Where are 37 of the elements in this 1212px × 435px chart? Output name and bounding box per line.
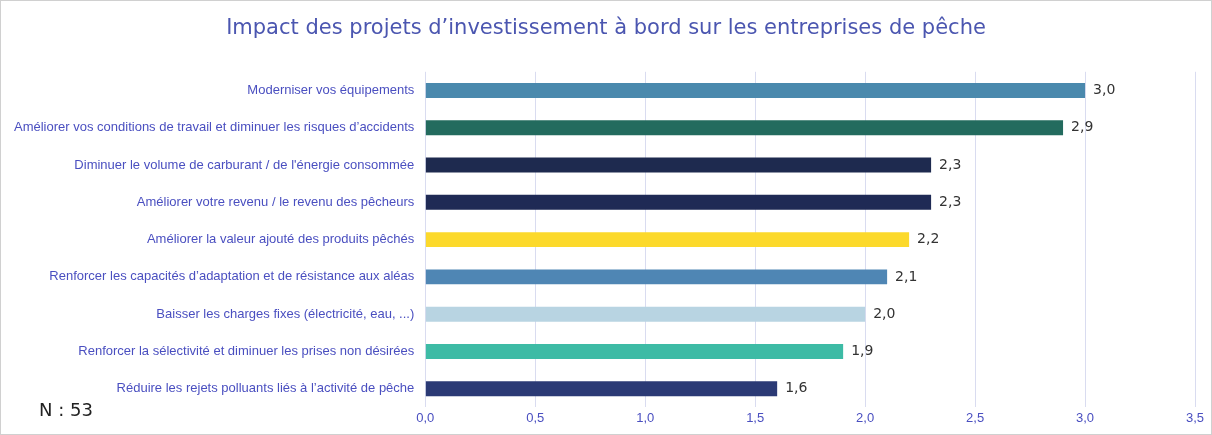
y-tick-label: Améliorer vos conditions de travail et diminuer les risques d’accidents bbox=[14, 119, 415, 135]
y-tick-label: Renforcer la sélectivité et diminuer les prises non désirées bbox=[78, 343, 415, 359]
bar bbox=[425, 381, 778, 397]
bar bbox=[425, 120, 1064, 136]
data-label: 2,0 bbox=[873, 304, 896, 321]
y-tick-label: Baisser les charges fixes (électricité, eau, ...) bbox=[156, 305, 415, 321]
bar bbox=[425, 306, 866, 322]
y-tick-label: Renforcer les capacités d’adaptation et de résistance aux aléas bbox=[49, 268, 415, 284]
data-label: 3,0 bbox=[1093, 81, 1116, 98]
x-tick-label: 0,0 bbox=[416, 409, 435, 425]
x-tick-label: 3,0 bbox=[1076, 409, 1095, 425]
data-label: 2,2 bbox=[917, 230, 940, 247]
y-tick-label: Réduire les rejets polluants liés à l’activité de pêche bbox=[116, 380, 415, 396]
data-label: 1,6 bbox=[785, 379, 808, 396]
data-label: 2,3 bbox=[939, 192, 962, 209]
y-tick-label: Améliorer la valeur ajouté des produits pêchés bbox=[146, 231, 415, 247]
data-label: 2,9 bbox=[1071, 118, 1094, 135]
y-tick-label: Moderniser vos équipements bbox=[247, 82, 415, 98]
x-tick-label: 1,5 bbox=[746, 409, 765, 425]
bar bbox=[425, 157, 932, 173]
x-tick-label: 2,5 bbox=[966, 409, 985, 425]
bar bbox=[425, 82, 1086, 98]
chart-title: Impact des projets d’investissement à bord sur les entreprises de pêche bbox=[225, 15, 987, 39]
text: N : 53 bbox=[39, 399, 93, 420]
x-tick-label: 0,5 bbox=[526, 409, 545, 425]
x-tick-label: 3,5 bbox=[1185, 409, 1205, 425]
x-tick-label: 2,0 bbox=[856, 409, 875, 425]
y-tick-label: Améliorer votre revenu / le revenu des pêcheurs bbox=[136, 193, 415, 209]
data-label: 1,9 bbox=[851, 342, 874, 359]
data-label: 2,3 bbox=[939, 155, 962, 172]
y-tick-label: Diminuer le volume de carburant / de l'énergie consommée bbox=[74, 156, 415, 172]
bar bbox=[425, 194, 932, 210]
bar bbox=[425, 344, 844, 359]
x-tick-label: 1,0 bbox=[636, 409, 655, 425]
bar bbox=[425, 269, 888, 285]
bar bbox=[425, 232, 910, 248]
data-label: 2,1 bbox=[895, 267, 918, 284]
